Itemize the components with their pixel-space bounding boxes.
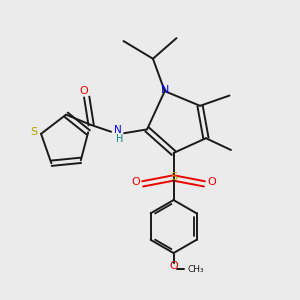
Text: O: O	[169, 261, 178, 271]
Text: H: H	[116, 134, 124, 144]
Text: O: O	[208, 177, 216, 188]
Text: O: O	[131, 177, 140, 188]
Text: S: S	[170, 172, 177, 182]
Text: N: N	[114, 125, 122, 135]
Text: O: O	[80, 85, 88, 95]
Text: CH₃: CH₃	[187, 265, 204, 274]
Text: S: S	[30, 127, 37, 137]
Text: N: N	[160, 85, 169, 94]
